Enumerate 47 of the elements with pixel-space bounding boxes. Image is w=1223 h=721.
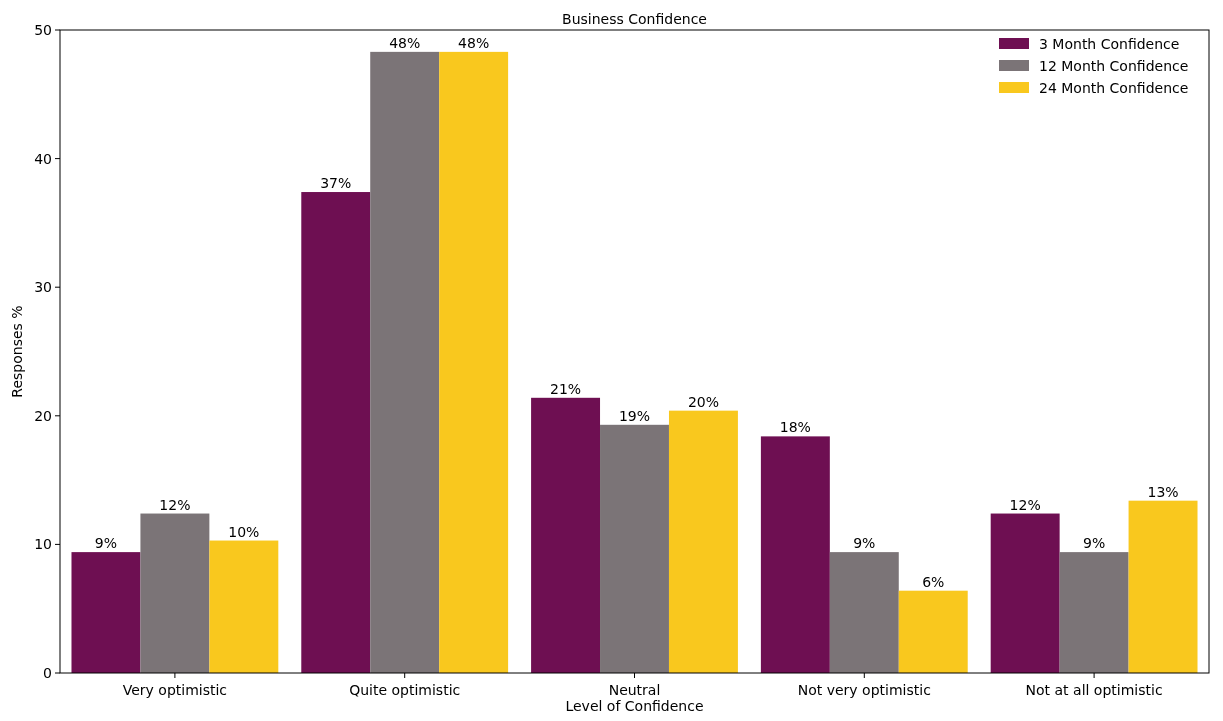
chart-title: Business Confidence	[562, 11, 707, 27]
data-label: 12%	[1009, 496, 1041, 513]
y-tick-label: 30	[34, 279, 52, 296]
y-tick-label: 20	[34, 407, 52, 424]
data-label: 18%	[779, 419, 811, 436]
bar	[209, 540, 279, 673]
bar	[1128, 500, 1198, 673]
data-label: 6%	[922, 573, 945, 590]
data-label: 13%	[1147, 483, 1179, 500]
y-tick-label: 0	[43, 664, 52, 681]
data-label: 37%	[320, 175, 352, 192]
x-axis-title: Level of Confidence	[565, 698, 704, 714]
bar	[990, 513, 1060, 673]
data-label: 12%	[159, 496, 191, 513]
bar	[531, 397, 601, 673]
data-label: 9%	[853, 535, 876, 552]
bar	[760, 436, 830, 673]
legend-label: 12 Month Confidence	[1039, 57, 1189, 74]
y-tick-label: 50	[34, 21, 52, 38]
x-tick-label: Very optimistic	[122, 682, 228, 698]
bar	[898, 590, 968, 673]
y-tick-label: 40	[34, 150, 52, 167]
x-tick-label: Quite optimistic	[349, 682, 461, 698]
bar	[829, 552, 899, 673]
bar	[140, 513, 210, 673]
data-label: 10%	[228, 523, 260, 540]
data-label: 21%	[550, 380, 582, 397]
legend-label: 3 Month Confidence	[1039, 35, 1180, 52]
bar	[301, 192, 371, 673]
bar	[71, 552, 141, 673]
y-axis-title: Responses %	[9, 305, 25, 398]
x-tick-label: Not at all optimistic	[1025, 682, 1163, 698]
bar	[370, 51, 440, 673]
data-label: 48%	[389, 34, 421, 51]
x-tick-label: Not very optimistic	[797, 682, 931, 698]
bar	[1059, 552, 1129, 673]
data-label: 20%	[687, 393, 719, 410]
data-label: 19%	[618, 407, 651, 424]
data-label: 9%	[1082, 535, 1106, 552]
x-tick-label: Neutral	[608, 682, 661, 698]
data-label: 48%	[458, 34, 490, 51]
data-label: 9%	[94, 535, 118, 552]
y-tick-label: 10	[34, 536, 52, 553]
bar	[668, 410, 738, 673]
bar	[439, 51, 509, 673]
bar	[600, 424, 669, 673]
legend-label: 24 Month Confidence	[1039, 79, 1189, 96]
